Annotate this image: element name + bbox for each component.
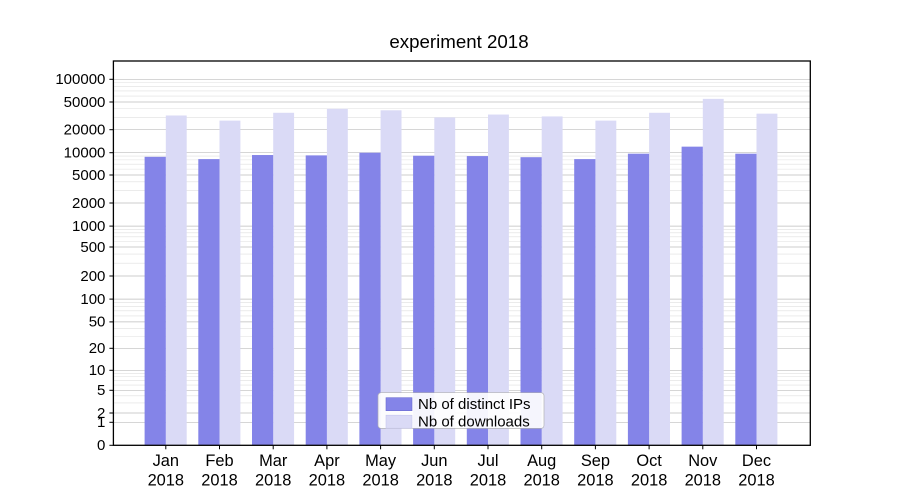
svg-text:2018: 2018 [255, 471, 291, 489]
svg-text:2018: 2018 [416, 471, 452, 489]
svg-text:500: 500 [80, 239, 105, 256]
svg-text:50: 50 [89, 314, 106, 331]
svg-text:May: May [365, 452, 397, 470]
svg-text:2: 2 [97, 405, 105, 422]
svg-text:2018: 2018 [201, 471, 237, 489]
svg-text:Sep: Sep [581, 452, 610, 470]
svg-text:2000: 2000 [72, 195, 105, 212]
svg-text:2018: 2018 [685, 471, 721, 489]
svg-text:2018: 2018 [309, 471, 345, 489]
svg-text:Nov: Nov [688, 452, 718, 470]
svg-text:10: 10 [89, 362, 106, 379]
svg-text:Jan: Jan [153, 452, 179, 470]
svg-text:Mar: Mar [259, 452, 288, 470]
svg-text:2018: 2018 [523, 471, 559, 489]
svg-text:10000: 10000 [64, 145, 106, 162]
svg-text:Jul: Jul [478, 452, 499, 470]
svg-text:Nb of distinct IPs: Nb of distinct IPs [418, 396, 531, 413]
svg-text:1000: 1000 [72, 218, 105, 235]
svg-text:100000: 100000 [55, 71, 105, 88]
svg-text:2018: 2018 [577, 471, 613, 489]
svg-text:5000: 5000 [72, 167, 105, 184]
svg-text:2018: 2018 [148, 471, 184, 489]
svg-text:Apr: Apr [314, 452, 340, 470]
svg-text:Feb: Feb [205, 452, 233, 470]
svg-text:Jun: Jun [421, 452, 447, 470]
svg-text:20000: 20000 [64, 122, 106, 139]
svg-text:Aug: Aug [527, 452, 556, 470]
svg-text:2018: 2018 [362, 471, 398, 489]
svg-text:2018: 2018 [738, 471, 774, 489]
svg-text:0: 0 [97, 437, 105, 454]
svg-text:Dec: Dec [742, 452, 771, 470]
svg-text:100: 100 [80, 291, 105, 308]
svg-text:2018: 2018 [470, 471, 506, 489]
svg-text:Oct: Oct [636, 452, 662, 470]
svg-text:200: 200 [80, 268, 105, 285]
svg-text:2018: 2018 [631, 471, 667, 489]
svg-text:5: 5 [97, 382, 105, 399]
svg-text:Nb of downloads: Nb of downloads [418, 414, 530, 431]
svg-text:experiment 2018: experiment 2018 [389, 31, 528, 52]
svg-text:50000: 50000 [64, 94, 106, 111]
svg-text:20: 20 [89, 340, 106, 357]
